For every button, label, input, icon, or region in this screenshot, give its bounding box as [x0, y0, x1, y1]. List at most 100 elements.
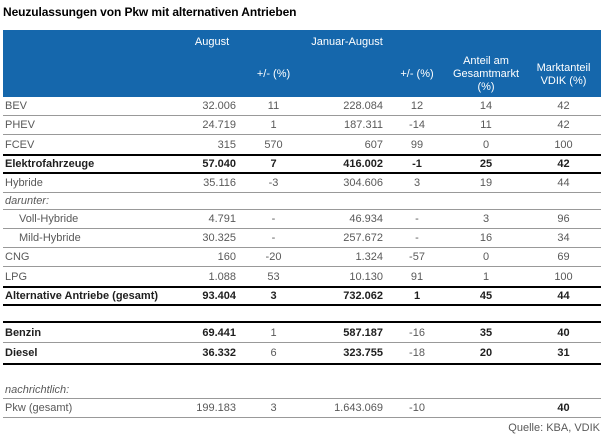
table-row-bev: BEV 32.006 11 228.084 12 14 42 — [3, 97, 601, 116]
table-section-darunter: darunter: — [3, 193, 601, 210]
cell-august-pct: - — [271, 232, 276, 244]
row-label: Voll-Hybride — [19, 213, 79, 225]
table-row-fcev: FCEV 315 570 607 99 0 100 — [3, 135, 601, 154]
table-row-hybride: Hybride 35.116 -3 304.606 3 19 44 — [3, 174, 601, 193]
cell-vdik: 40 — [557, 402, 570, 414]
cell-janaug-pct: -1 — [412, 158, 422, 170]
cell-august: 160 — [217, 251, 236, 263]
cell-janaug-pct: 1 — [413, 290, 421, 302]
table-row-voll-hybride: Voll-Hybride 4.791 - 46.934 - 3 96 — [3, 210, 601, 229]
cell-janaug: 187.311 — [344, 119, 383, 131]
cell-janaug-pct: -10 — [409, 402, 425, 414]
cell-anteil: 14 — [479, 100, 493, 112]
cell-august: 1.088 — [208, 270, 236, 283]
cell-august-pct: - — [271, 213, 276, 225]
row-label: Alternative Antriebe (gesamt) — [5, 290, 159, 302]
cell-vdik: 44 — [557, 177, 570, 189]
header-januar-august-pct: +/- (%) — [400, 68, 434, 80]
cell-august: 30.325 — [202, 232, 236, 244]
section-label: darunter: — [5, 195, 50, 207]
cell-anteil: 45 — [479, 290, 493, 302]
cell-vdik: 96 — [557, 213, 570, 225]
cell-anteil: 16 — [479, 232, 493, 244]
row-label: FCEV — [5, 138, 35, 151]
header-marktanteil-vdik: Marktanteil VDIK (%) — [536, 62, 591, 87]
table-row-alternative-antriebe-total: Alternative Antriebe (gesamt) 93.404 3 7… — [3, 286, 601, 306]
header-anteil-gesamtmarkt: Anteil am Gesamtmarkt (%) — [452, 55, 519, 93]
cell-august-pct: 570 — [264, 138, 283, 151]
cell-janaug: 416.002 — [343, 158, 383, 170]
cell-janaug: 732.062 — [343, 290, 383, 302]
cell-vdik: 42 — [557, 100, 570, 112]
cell-janaug: 587.187 — [343, 326, 383, 339]
row-label: Mild-Hybride — [19, 232, 81, 244]
cell-vdik: 42 — [557, 158, 570, 170]
cell-janaug: 257.672 — [343, 232, 383, 244]
cell-august-pct: 11 — [267, 100, 280, 112]
cell-anteil: 19 — [479, 177, 493, 189]
cell-anteil: 1 — [482, 270, 490, 283]
row-label: Elektrofahrzeuge — [5, 158, 95, 170]
cell-vdik: 100 — [554, 270, 573, 283]
table-row-diesel: Diesel 36.332 6 323.755 -18 20 31 — [3, 343, 601, 365]
table-row-pkw-gesamt: Pkw (gesamt) 199.183 3 1.643.069 -10 40 — [3, 399, 601, 418]
cell-august-pct: 6 — [270, 347, 277, 359]
cell-janaug-pct: - — [415, 213, 419, 225]
row-label: PHEV — [5, 119, 35, 131]
row-label: Benzin — [5, 326, 42, 339]
section-label: nachrichtlich: — [5, 384, 70, 396]
table-row-benzin: Benzin 69.441 1 587.187 -16 35 40 — [3, 321, 601, 343]
cell-august: 199.183 — [196, 402, 236, 414]
cell-janaug: 304.606 — [343, 177, 383, 189]
cell-august: 35.116 — [203, 177, 236, 189]
cell-janaug: 1.324 — [355, 251, 383, 263]
row-label: Diesel — [5, 347, 38, 359]
row-label: LPG — [5, 270, 28, 283]
cell-august: 93.404 — [202, 290, 236, 302]
table-gap — [3, 365, 601, 382]
page-title: Neuzulassungen von Pkw mit alternativen … — [3, 5, 297, 19]
cell-janaug-pct: -16 — [409, 326, 425, 339]
cell-janaug: 1.643.069 — [334, 402, 383, 414]
table-row-lpg: LPG 1.088 53 10.130 91 1 100 — [3, 267, 601, 286]
cell-vdik: 31 — [557, 347, 570, 359]
cell-janaug: 46.934 — [349, 213, 383, 225]
cell-august: 315 — [217, 138, 236, 151]
cell-august-pct: 1 — [270, 119, 277, 131]
cell-august-pct: -20 — [265, 251, 282, 263]
cell-janaug: 228.084 — [343, 100, 383, 112]
cell-janaug-pct: 12 — [410, 100, 424, 112]
cell-august-pct: 3 — [270, 290, 277, 302]
cell-janaug: 607 — [364, 138, 383, 151]
row-label: Hybride — [5, 177, 43, 189]
table-row-phev: PHEV 24.719 1 187.311 -14 11 42 — [3, 116, 601, 135]
cell-janaug-pct: -14 — [409, 119, 425, 131]
cell-august: 32.006 — [202, 100, 236, 112]
cell-august-pct: 53 — [267, 270, 280, 283]
cell-anteil: 11 — [480, 119, 492, 131]
cell-janaug-pct: -18 — [409, 347, 425, 359]
cell-vdik: 34 — [557, 232, 570, 244]
cell-august: 69.441 — [202, 326, 236, 339]
source-note: Quelle: KBA, VDIK — [508, 422, 600, 434]
cell-anteil: 0 — [482, 138, 490, 151]
cell-vdik: 100 — [554, 138, 573, 151]
cell-janaug-pct: -57 — [409, 251, 425, 263]
cell-august: 36.332 — [202, 347, 236, 359]
cell-janaug-pct: 3 — [413, 177, 421, 189]
row-label: Pkw (gesamt) — [5, 402, 73, 414]
table-header: August +/- (%) Januar-August +/- (%) Ant… — [3, 30, 601, 97]
cell-anteil: 0 — [482, 251, 490, 263]
cell-vdik: 42 — [557, 119, 570, 131]
cell-august-pct: 1 — [270, 326, 277, 339]
row-label: BEV — [5, 100, 28, 112]
cell-august: 57.040 — [202, 158, 236, 170]
cell-august: 4.791 — [208, 213, 236, 225]
cell-august-pct: -3 — [268, 177, 279, 189]
table-row-cng: CNG 160 -20 1.324 -57 0 69 — [3, 248, 601, 267]
cell-janaug: 323.755 — [343, 347, 383, 359]
cell-august-pct: 3 — [270, 402, 277, 414]
cell-janaug-pct: 99 — [410, 138, 424, 151]
table-gap — [3, 306, 601, 321]
cell-vdik: 44 — [557, 290, 570, 302]
